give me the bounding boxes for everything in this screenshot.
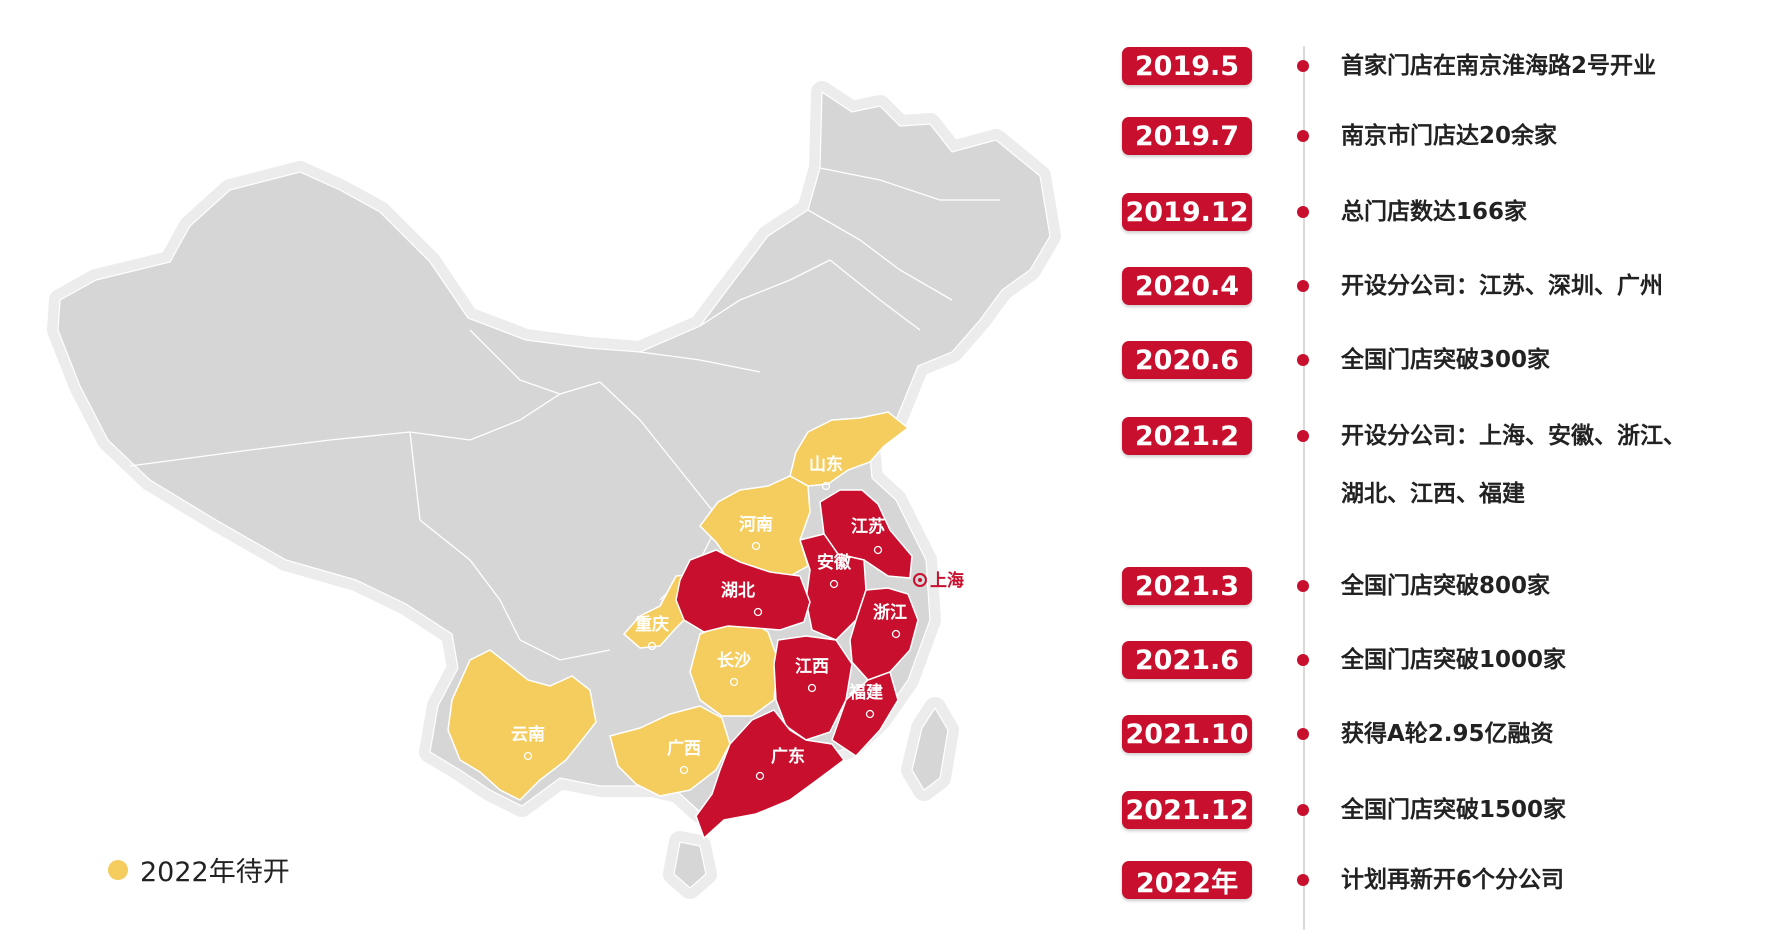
province-zhejiang [849, 587, 919, 681]
label-guangxi: 广西 [667, 738, 701, 759]
timeline-text: 全国门店突破300家 [1341, 347, 1551, 373]
timeline-date: 2019.12 [1122, 193, 1252, 231]
label-yunnan: 云南 [511, 724, 545, 745]
timeline-dot [1297, 280, 1309, 292]
timeline-dot [1297, 430, 1309, 442]
timeline-item: 2019.7 南京市门店达20余家 [1122, 116, 1557, 156]
timeline-item: 2021.3 全国门店突破800家 [1122, 566, 1550, 606]
timeline-dot [1297, 60, 1309, 72]
timeline-date: 2021.3 [1122, 567, 1252, 605]
timeline-item: 2019.12 总门店数达166家 [1122, 192, 1527, 232]
timeline-text: 南京市门店达20余家 [1341, 123, 1558, 149]
legend-label: 2022年待开 [140, 857, 290, 888]
timeline-text: 计划再新开6个分公司 [1341, 867, 1565, 893]
province-fujian [831, 671, 899, 757]
label-anhui: 安徽 [817, 552, 852, 573]
legend: 2022年待开 [108, 850, 290, 889]
map-land [57, 90, 1051, 889]
timeline-date: 2020.6 [1122, 341, 1252, 379]
timeline-date: 2021.12 [1122, 791, 1252, 829]
label-zhejiang: 浙江 [873, 602, 907, 623]
timeline-item: 2021.2 开设分公司：上海、安徽、浙江、 湖北、江西、福建 [1122, 416, 1686, 507]
label-chongqing: 重庆 [635, 614, 669, 635]
pending-provinces [447, 411, 910, 801]
timeline-item: 2022年 计划再新开6个分公司 [1122, 860, 1564, 900]
timeline-item: 2020.4 开设分公司：江苏、深圳、广州 [1122, 266, 1663, 306]
timeline-text: 开设分公司：江苏、深圳、广州 [1341, 273, 1663, 299]
timeline-dot [1297, 804, 1309, 816]
shanghai-marker: 上海 [913, 570, 964, 591]
timeline-text: 首家门店在南京淮海路2号开业 [1341, 53, 1657, 79]
province-yunnan [447, 649, 597, 801]
timeline-line [1303, 46, 1305, 930]
timeline-dot [1297, 654, 1309, 666]
timeline-dot [1297, 354, 1309, 366]
china-map: 山东 河南 江苏 安徽 湖北 浙江 重庆 长沙 江西 福建 云南 广西 广东 上… [47, 81, 1061, 899]
label-fujian: 福建 [848, 682, 883, 703]
province-guangxi [609, 705, 731, 797]
label-hubei: 湖北 [721, 581, 755, 601]
timeline-text-continued: 湖北、江西、福建 [1341, 481, 1525, 507]
timeline-text: 全国门店突破800家 [1341, 573, 1551, 599]
label-jiangsu: 江苏 [851, 516, 885, 537]
timeline-date: 2019.7 [1122, 117, 1252, 155]
label-jiangxi: 江西 [795, 657, 829, 677]
timeline-item: 2021.10 获得A轮2.95亿融资 [1122, 714, 1554, 754]
timeline-date: 2019.5 [1122, 47, 1252, 85]
capital-markers [523, 481, 901, 781]
timeline-item: 2019.5 首家门店在南京淮海路2号开业 [1122, 46, 1656, 86]
timeline-date: 2020.4 [1122, 267, 1252, 305]
province-jiangxi [773, 635, 853, 741]
opened-provinces [675, 489, 919, 840]
timeline-item: 2021.6 全国门店突破1000家 [1122, 640, 1566, 680]
legend-pending-dot [108, 859, 128, 880]
province-hubei [675, 549, 811, 633]
timeline-text: 全国门店突破1500家 [1341, 797, 1567, 823]
timeline-text: 总门店数达166家 [1341, 199, 1528, 225]
timeline-date: 2022年 [1122, 861, 1252, 899]
timeline-text: 获得A轮2.95亿融资 [1341, 721, 1554, 747]
label-guangdong: 广东 [771, 746, 805, 767]
timeline-item: 2021.12 全国门店突破1500家 [1122, 790, 1566, 830]
timeline-dot [1297, 580, 1309, 592]
label-changsha: 长沙 [717, 650, 751, 671]
province-labels: 山东 河南 江苏 安徽 湖北 浙江 重庆 长沙 江西 福建 云南 广西 广东 [511, 454, 907, 767]
timeline-text: 开设分公司：上海、安徽、浙江、 [1341, 423, 1686, 449]
timeline-dot [1297, 728, 1309, 740]
province-guangdong [695, 709, 846, 840]
label-henan: 河南 [739, 514, 773, 535]
timeline-date: 2021.2 [1122, 417, 1252, 455]
label-shanghai: 上海 [930, 570, 964, 591]
timeline-item: 2020.6 全国门店突破300家 [1122, 340, 1550, 380]
timeline-dot [1297, 874, 1309, 886]
timeline-dot [1297, 206, 1309, 218]
timeline-date: 2021.6 [1122, 641, 1252, 679]
timeline-date: 2021.10 [1122, 715, 1252, 753]
label-shandong: 山东 [809, 454, 843, 475]
timeline-dot [1297, 130, 1309, 142]
timeline-text: 全国门店突破1000家 [1341, 647, 1567, 673]
